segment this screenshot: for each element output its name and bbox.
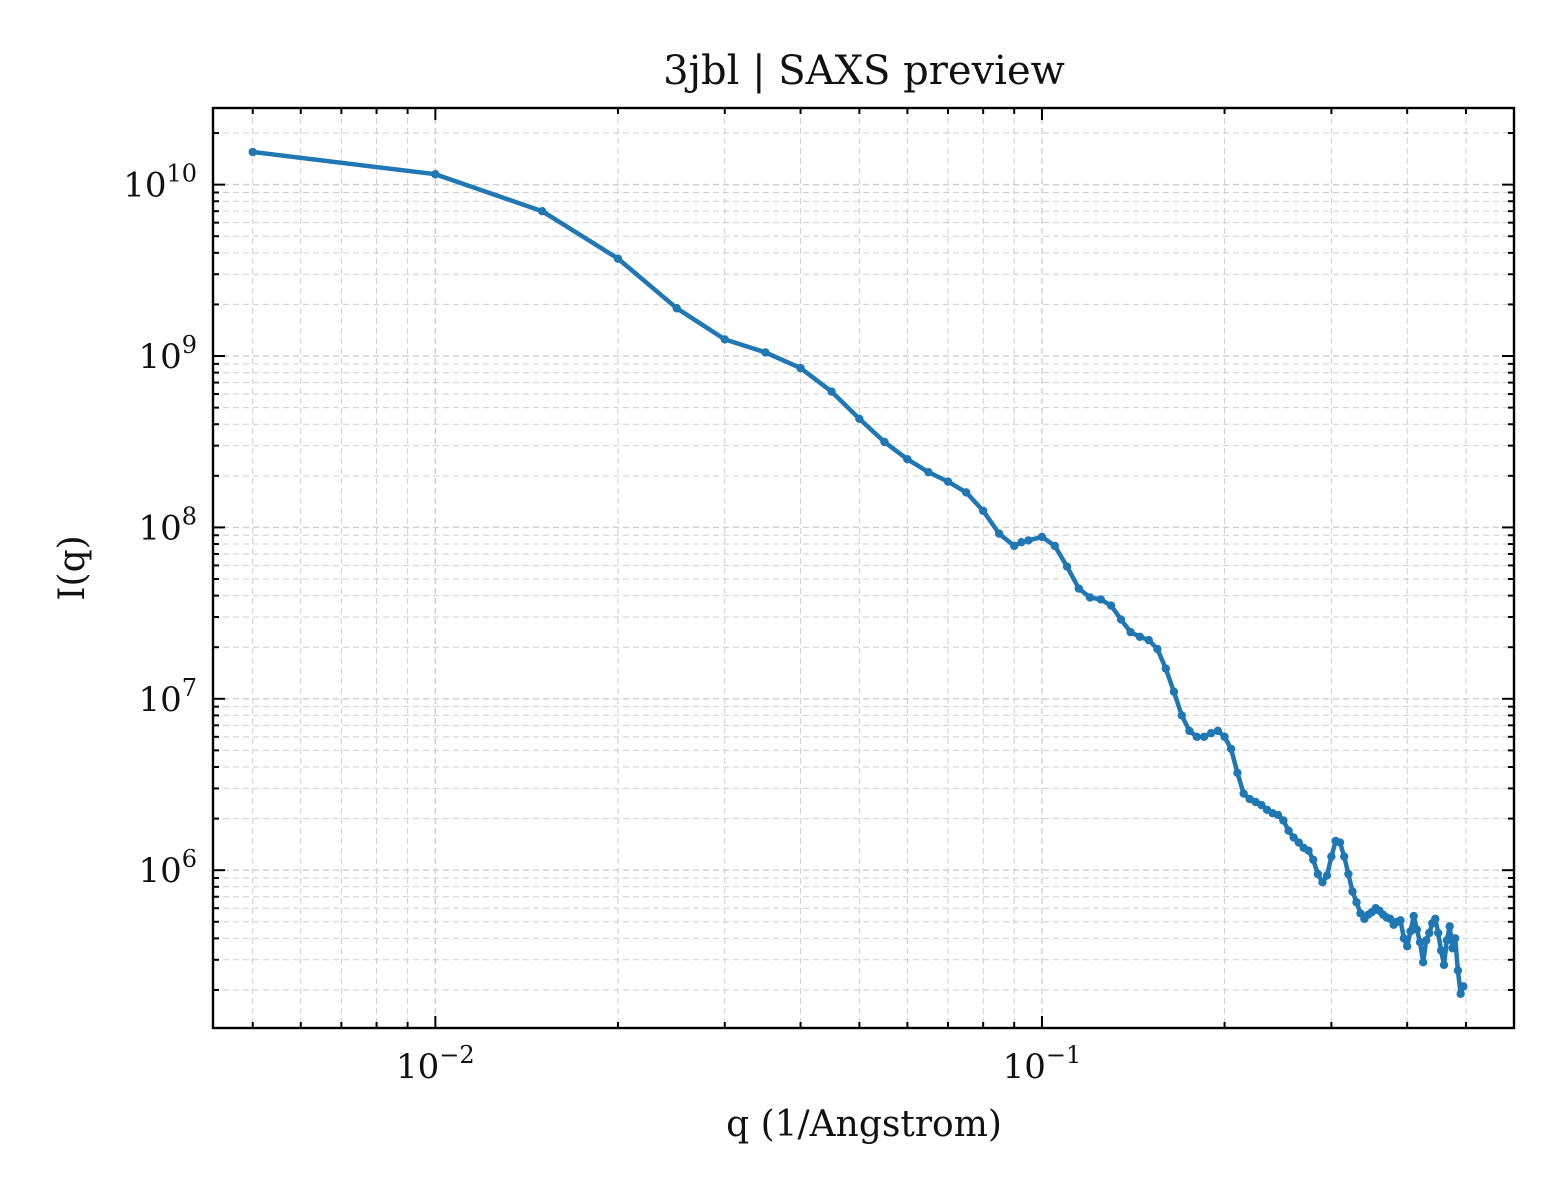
- data-point: [1017, 537, 1026, 547]
- data-point: [1226, 744, 1236, 754]
- data-point: [1442, 936, 1452, 945]
- data-point: [1096, 595, 1105, 604]
- data-point: [1406, 927, 1415, 936]
- data-point: [1436, 946, 1446, 955]
- data-point: [1322, 871, 1332, 880]
- data-point: [1037, 532, 1047, 542]
- x-tick-label: 10−2: [396, 1041, 475, 1087]
- data-point: [537, 206, 547, 216]
- data-point: [1153, 644, 1162, 654]
- data-point: [796, 363, 805, 373]
- data-point: [672, 304, 681, 313]
- plot-frame: [211, 106, 1516, 1030]
- data-point: [1239, 789, 1248, 798]
- data-point: [1459, 982, 1468, 991]
- data-point: [1352, 898, 1361, 907]
- data-point: [1294, 838, 1303, 847]
- chart-title: 3jbl | SAXS preview: [663, 48, 1065, 94]
- data-point: [1074, 584, 1083, 593]
- data-point: [1192, 732, 1202, 742]
- data-point: [1279, 816, 1288, 825]
- data-point: [1448, 944, 1457, 953]
- data-point: [1313, 869, 1323, 879]
- data-point: [1418, 958, 1428, 967]
- data-point: [1233, 768, 1242, 778]
- data-point: [720, 335, 729, 344]
- data-point: [1456, 989, 1465, 998]
- data-point: [1257, 800, 1266, 810]
- data-point: [880, 437, 889, 447]
- data-point: [1318, 878, 1327, 887]
- y-tick-label: 108: [138, 502, 197, 548]
- data-point: [1412, 925, 1422, 934]
- data-point: [1062, 562, 1072, 571]
- data-point: [1327, 852, 1336, 861]
- data-point: [1425, 928, 1434, 938]
- x-tick-label: 10−1: [1003, 1041, 1082, 1087]
- y-axis-label: I(q): [52, 535, 93, 600]
- data-point: [1199, 732, 1209, 742]
- data-point: [1135, 632, 1145, 642]
- data-point: [1050, 541, 1060, 551]
- y-tick-label: 106: [138, 845, 197, 891]
- data-point: [924, 467, 933, 477]
- data-point: [1085, 593, 1095, 602]
- data-point: [1185, 726, 1194, 736]
- data-point: [1284, 826, 1293, 835]
- data-point: [1396, 916, 1405, 925]
- data-point: [1340, 852, 1349, 861]
- y-tick-label: 109: [138, 331, 197, 377]
- data-point: [1445, 922, 1454, 931]
- data-point: [1439, 960, 1449, 970]
- data-point: [431, 170, 440, 179]
- data-point: [1409, 911, 1418, 921]
- data-point: [1451, 934, 1460, 943]
- data-point: [1431, 914, 1440, 924]
- data-point: [1309, 855, 1318, 864]
- x-axis-label: q (1/Angstrom): [726, 1104, 1002, 1145]
- data-point: [1348, 887, 1357, 896]
- data-point: [1206, 728, 1216, 738]
- data-point: [1344, 869, 1353, 879]
- data-point: [1453, 966, 1463, 975]
- data-point: [1213, 726, 1223, 736]
- data-point: [1434, 928, 1443, 938]
- plot-series: [248, 147, 1468, 998]
- data-point: [1106, 601, 1116, 610]
- data-point: [761, 348, 770, 357]
- data-point: [248, 147, 257, 157]
- data-point: [1220, 732, 1229, 742]
- y-tick-label: 107: [138, 674, 197, 720]
- data-point: [1304, 846, 1313, 855]
- data-point: [1402, 942, 1412, 951]
- data-point: [855, 414, 864, 424]
- data-point: [1399, 934, 1409, 943]
- data-point: [613, 254, 623, 263]
- data-point: [1010, 541, 1019, 551]
- data-point: [827, 387, 836, 396]
- data-point: [1273, 810, 1283, 820]
- y-tick-labels: 106 107 108 109 1010: [123, 160, 197, 892]
- data-point: [994, 529, 1004, 538]
- data-point: [1177, 711, 1186, 720]
- data-point: [1161, 664, 1170, 673]
- data-point: [903, 455, 912, 464]
- data-point: [1169, 687, 1179, 696]
- data-point: [1335, 838, 1345, 847]
- data-point: [1024, 536, 1033, 545]
- data-point: [943, 477, 953, 486]
- x-tick-labels: 10−2 10−1: [396, 1041, 1081, 1087]
- data-point: [1144, 635, 1153, 645]
- grid: [213, 108, 1514, 1028]
- data-point: [978, 506, 988, 516]
- data-point: [961, 488, 971, 497]
- y-tick-label: 1010: [123, 160, 197, 206]
- data-point: [1116, 615, 1126, 624]
- data-point: [1126, 627, 1135, 637]
- data-point: [1422, 936, 1431, 945]
